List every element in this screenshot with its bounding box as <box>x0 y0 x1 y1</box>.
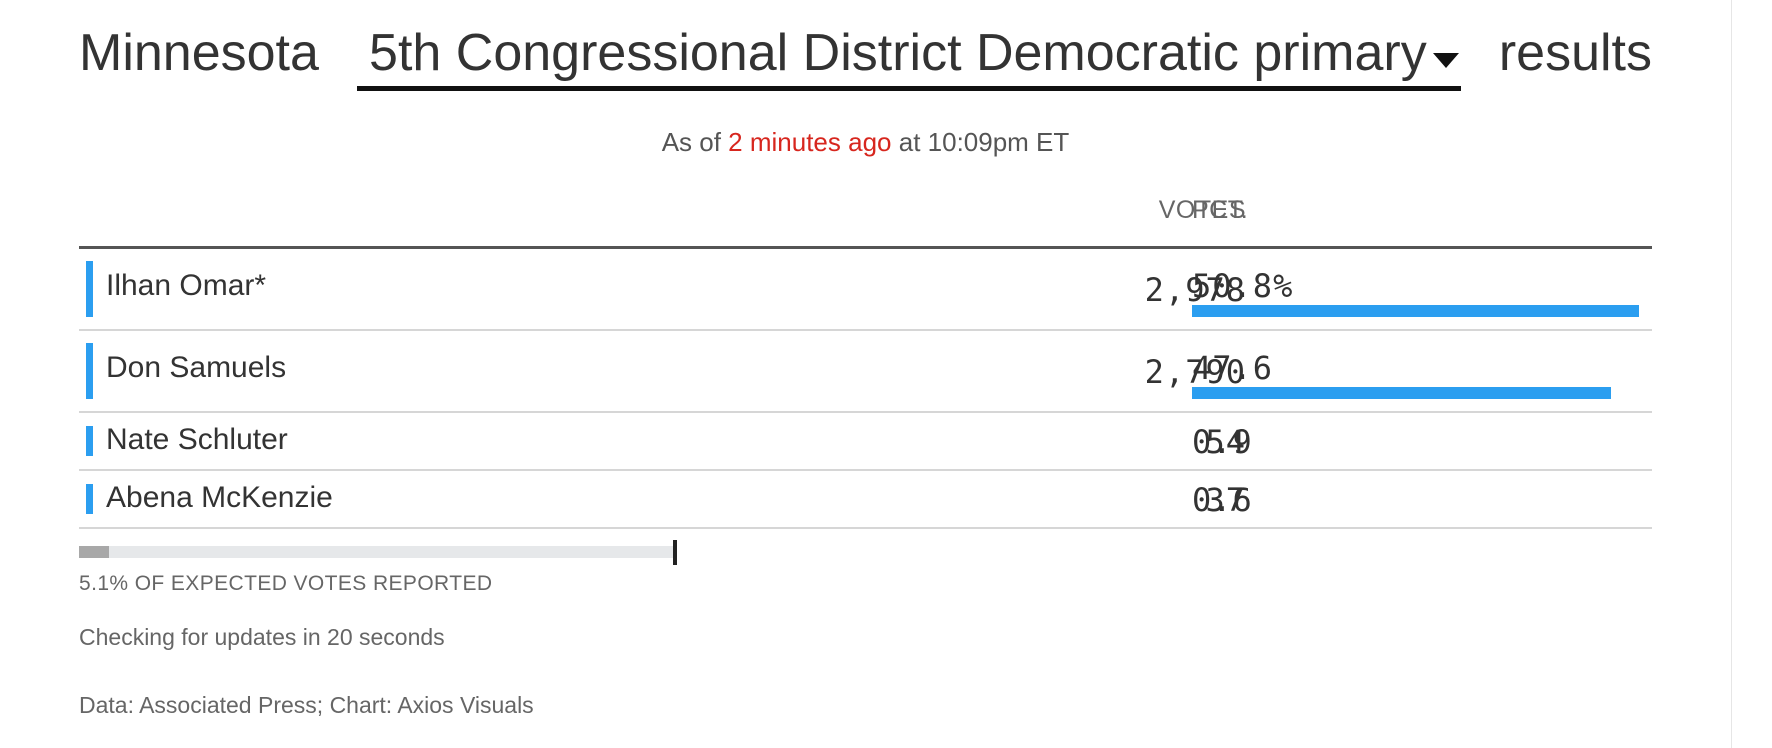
chevron-down-icon[interactable] <box>1432 52 1459 68</box>
candidate-row: Nate Schluter 54 0.9 <box>79 413 1652 471</box>
update-status: As of 2 minutes ago at 10:09pm ET <box>79 124 1652 160</box>
candidate-color-marker <box>86 343 93 399</box>
votes-column-header: VOTES <box>1158 196 1246 224</box>
header-divider <box>79 246 1652 249</box>
candidate-pct: 0.6 <box>1192 481 1253 519</box>
candidate-color-marker <box>86 484 93 514</box>
candidate-pct: 50.8% <box>1192 267 1294 305</box>
reporting-label: 5.1% OF EXPECTED VOTES REPORTED <box>79 572 493 595</box>
candidate-row: Ilhan Omar* 2,978 50.8% <box>79 249 1652 331</box>
as-of-label: As of <box>661 127 721 157</box>
candidate-color-marker <box>86 261 93 317</box>
results-title: Minnesota 5th Congressional District Dem… <box>79 20 1652 94</box>
race-selector[interactable]: 5th Congressional District Democratic pr… <box>357 20 1461 91</box>
source-note: Data: Associated Press; Chart: Axios Vis… <box>79 692 534 718</box>
update-notice: Checking for updates in 20 seconds <box>79 624 445 650</box>
candidate-votes: 37 <box>1205 481 1246 519</box>
title-suffix: results <box>1498 24 1652 82</box>
title-state: Minnesota <box>79 24 319 82</box>
candidate-votes: 2,790 <box>1144 353 1246 391</box>
race-selector-value: 5th Congressional District Democratic pr… <box>369 24 1427 82</box>
candidate-pct: 47.6 <box>1192 349 1274 387</box>
pct-column-header: PCT. <box>1192 196 1249 224</box>
candidate-votes: 2,978 <box>1144 271 1246 309</box>
candidate-votes: 54 <box>1205 423 1246 461</box>
candidate-row: Abena McKenzie 37 0.6 <box>79 471 1652 529</box>
clock-time: 10:09pm ET <box>927 127 1070 157</box>
candidate-name: Nate Schluter <box>106 423 288 456</box>
candidate-name: Don Samuels <box>106 351 287 384</box>
candidate-name: Abena McKenzie <box>106 481 333 514</box>
at-label: at <box>898 127 921 157</box>
candidate-color-marker <box>86 426 93 456</box>
candidate-pct: 0.9 <box>1192 423 1253 461</box>
page-edge-rule <box>1731 0 1732 748</box>
candidate-row: Don Samuels 2,790 47.6 <box>79 331 1652 413</box>
candidate-name: Ilhan Omar* <box>106 269 267 302</box>
relative-time: 2 minutes ago <box>728 127 892 157</box>
reporting-progress-fill <box>79 546 109 558</box>
candidate-pct-bar <box>1192 305 1639 317</box>
results-table: Ilhan Omar* 2,978 50.8% Don Samuels 2,79… <box>79 249 1652 529</box>
reporting-progress-bar <box>79 546 673 558</box>
reporting-expected-marker <box>673 540 677 565</box>
candidate-pct-bar <box>1192 387 1611 399</box>
